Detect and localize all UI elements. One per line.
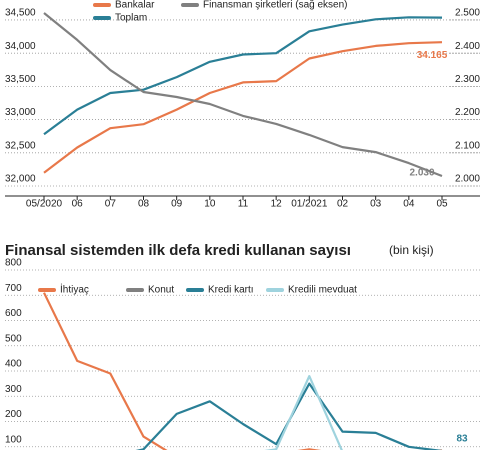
chart-title: Finansal sistemden ilk defa kredi kullan… bbox=[5, 242, 351, 259]
y-tick-label: 500 bbox=[5, 333, 22, 344]
y2-tick-label: 2.400 bbox=[455, 41, 480, 52]
y-tick-label: 100 bbox=[5, 434, 22, 445]
y2-tick-label: 2.500 bbox=[455, 8, 480, 19]
legend-label: Kredi kartı bbox=[208, 285, 254, 296]
y-tick-label: 33,000 bbox=[5, 107, 36, 118]
value-label: 2.030 bbox=[409, 168, 434, 179]
plot-area bbox=[43, 292, 443, 450]
legend-label: Bankalar bbox=[115, 0, 155, 11]
y-tick-label: 34,500 bbox=[5, 8, 36, 19]
y-tick-label: 33,500 bbox=[5, 74, 36, 85]
y-tick-label: 34,000 bbox=[5, 41, 36, 52]
x-tick-label: 05/2020 bbox=[26, 199, 63, 210]
x-tick-label: 12 bbox=[271, 199, 283, 210]
series-line bbox=[135, 382, 443, 450]
value-label: 83 bbox=[456, 434, 468, 445]
x-tick-label: 03 bbox=[370, 199, 382, 210]
series-line bbox=[43, 16, 443, 136]
series-line bbox=[43, 12, 443, 178]
y2-tick-label: 2.000 bbox=[455, 174, 480, 185]
y-tick-label: 700 bbox=[5, 283, 22, 294]
x-tick-label: 04 bbox=[403, 199, 415, 210]
x-tick-label: 05 bbox=[436, 199, 448, 210]
x-tick-label: 02 bbox=[337, 199, 349, 210]
x-tick-label: 10 bbox=[204, 199, 216, 210]
x-tick-label: 06 bbox=[72, 199, 84, 210]
y2-tick-label: 2.300 bbox=[455, 74, 480, 85]
y-tick-label: 600 bbox=[5, 308, 22, 319]
x-tick-label: 08 bbox=[138, 199, 150, 210]
x-tick-label: 09 bbox=[171, 199, 183, 210]
value-label: 34.165 bbox=[417, 50, 448, 61]
legend-label: Finansman şirketleri (sağ eksen) bbox=[203, 0, 348, 11]
legend-label: Konut bbox=[148, 285, 174, 296]
y-tick-label: 400 bbox=[5, 359, 22, 370]
y-tick-label: 300 bbox=[5, 384, 22, 395]
series-line bbox=[264, 375, 343, 450]
y-tick-label: 32,500 bbox=[5, 140, 36, 151]
series-line bbox=[43, 41, 443, 174]
x-tick-label: 01/2021 bbox=[291, 199, 328, 210]
y-tick-label: 800 bbox=[5, 258, 22, 269]
legend-label: Toplam bbox=[115, 13, 147, 24]
y-tick-label: 32,000 bbox=[5, 174, 36, 185]
x-tick-label: 11 bbox=[238, 199, 249, 210]
series-line bbox=[43, 292, 442, 450]
y2-tick-label: 2.200 bbox=[455, 107, 480, 118]
legend-label: İhtiyaç bbox=[60, 283, 89, 296]
legend-label: Kredili mevduat bbox=[288, 285, 357, 296]
x-tick-label: 07 bbox=[105, 199, 117, 210]
value-label: 34.536 bbox=[417, 0, 448, 3]
y2-tick-label: 2.100 bbox=[455, 140, 480, 151]
chart-subtitle: (bin kişi) bbox=[389, 243, 434, 257]
y-tick-label: 200 bbox=[5, 409, 22, 420]
